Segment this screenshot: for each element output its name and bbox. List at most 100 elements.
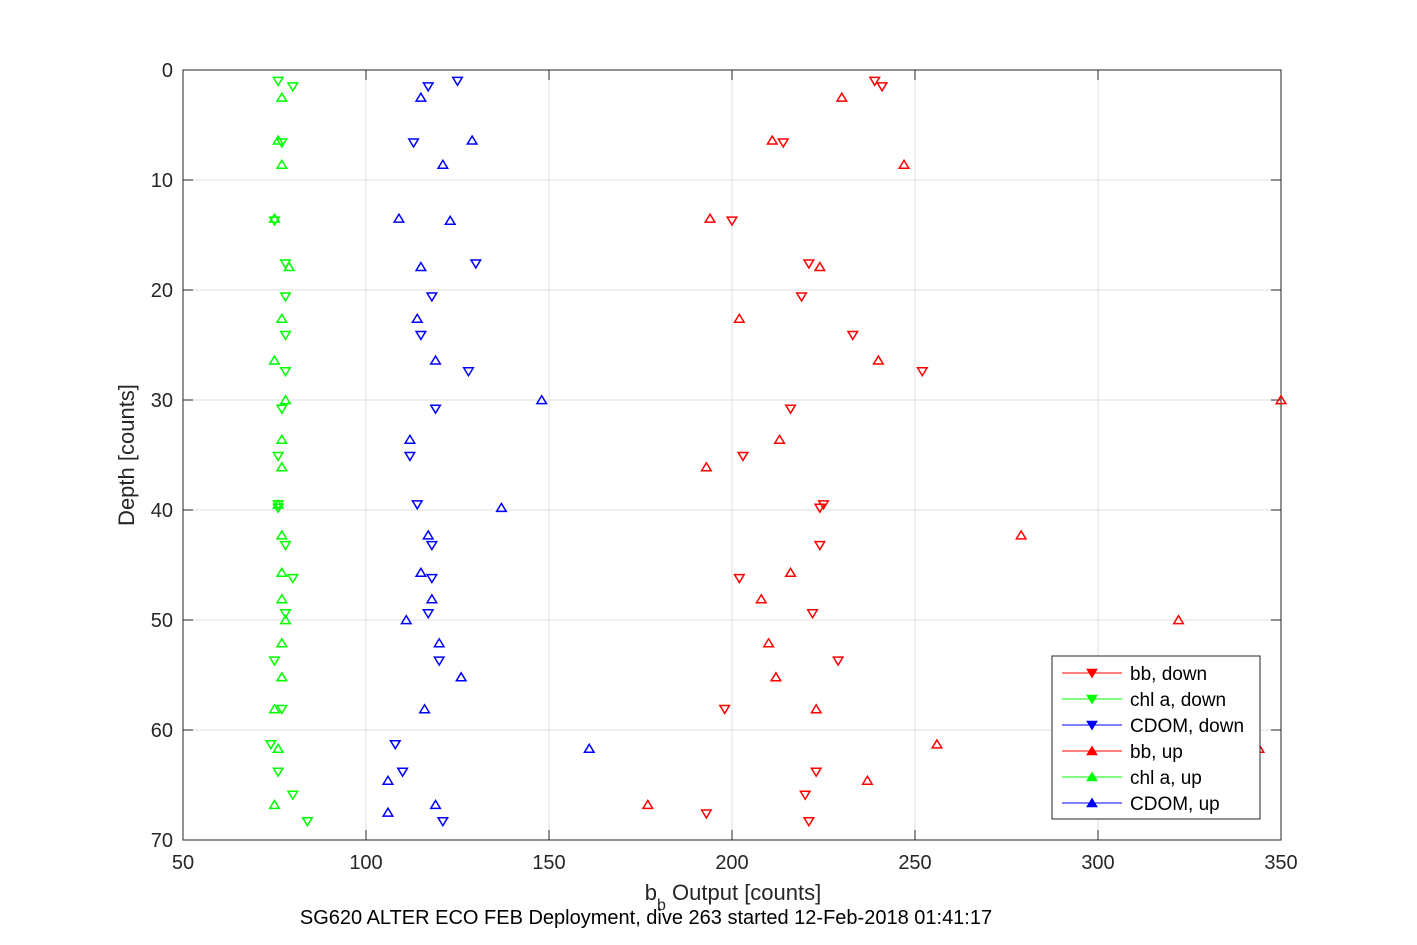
data-point: [279, 540, 292, 551]
data-point: [275, 529, 288, 540]
data-point: [275, 138, 288, 149]
data-point: [703, 212, 717, 223]
data-point: [275, 704, 288, 715]
data-point: [832, 656, 845, 667]
x-tick-label: 250: [898, 852, 931, 874]
data-point: [733, 312, 746, 323]
data-point: [283, 261, 296, 272]
series-1: [264, 76, 314, 828]
data-point: [275, 637, 288, 648]
data-markers: [264, 76, 1288, 828]
data-point: [422, 609, 435, 620]
data-point: [795, 292, 808, 303]
data-point: [846, 330, 859, 341]
x-axis-label: bb Output [counts]: [645, 880, 821, 914]
legend-marker: [1086, 694, 1098, 705]
data-point: [272, 76, 285, 87]
data-point: [272, 742, 285, 754]
plot-frame: [182, 69, 1282, 841]
data-point: [769, 671, 783, 682]
data-point: [436, 816, 449, 828]
data-point: [407, 138, 420, 149]
chart-title: SG620 ALTER ECO FEB Deployment, dive 263…: [300, 907, 992, 929]
data-point: [469, 259, 482, 270]
data-point: [268, 216, 281, 227]
data-point: [381, 774, 395, 785]
data-point: [411, 312, 424, 323]
data-point: [425, 573, 439, 584]
y-axis-label: Depth [counts]: [114, 384, 139, 526]
data-point: [583, 742, 596, 754]
x-tick-label: 150: [532, 852, 565, 874]
data-point: [414, 261, 428, 272]
data-point: [433, 656, 446, 667]
legend-label: CDOM, up: [1130, 794, 1220, 815]
data-point: [916, 367, 929, 378]
data-point: [462, 367, 475, 378]
data-point: [802, 259, 815, 270]
x-tick-label: 200: [715, 852, 748, 874]
data-point: [414, 91, 428, 102]
data-point: [762, 637, 775, 648]
data-point: [425, 540, 439, 551]
data-point: [930, 738, 944, 749]
data-point: [466, 134, 479, 145]
data-point: [264, 739, 277, 751]
data-point: [272, 451, 285, 462]
data-point: [455, 671, 468, 682]
data-point: [286, 82, 299, 93]
data-point: [429, 799, 442, 810]
data-point: [1015, 529, 1028, 540]
data-point: [641, 799, 654, 810]
data-point: [422, 529, 435, 540]
data-point: [268, 656, 281, 667]
data-point: [425, 593, 439, 604]
data-point: [444, 214, 457, 226]
legend-label: CDOM, down: [1130, 716, 1244, 737]
data-point: [422, 82, 435, 93]
y-tick-label: 40: [151, 500, 173, 522]
data-point: [766, 134, 779, 145]
legend-marker: [1086, 720, 1098, 731]
data-point: [272, 498, 285, 509]
data-point: [725, 216, 739, 227]
series-3: [641, 91, 1288, 810]
data-point: [861, 774, 874, 785]
data-point: [872, 354, 885, 365]
data-point: [272, 134, 285, 145]
data-point: [400, 614, 413, 625]
data-point: [802, 816, 815, 828]
data-point: [700, 809, 713, 820]
y-tick-label: 10: [151, 170, 173, 192]
data-point: [425, 292, 439, 303]
data-point: [755, 593, 768, 604]
data-point: [835, 91, 848, 102]
y-tick-label: 60: [151, 720, 173, 742]
legend-marker: [1086, 771, 1098, 782]
series-0: [700, 76, 929, 828]
y-tick-label: 0: [162, 60, 173, 82]
data-point: [381, 806, 395, 817]
series-2: [389, 76, 482, 828]
x-tick-label: 300: [1081, 852, 1114, 874]
data-point: [495, 502, 508, 513]
data-point: [275, 566, 288, 578]
data-point: [810, 767, 823, 778]
data-point: [275, 404, 288, 415]
data-point: [275, 158, 288, 169]
data-point: [736, 451, 750, 462]
data-point: [810, 703, 823, 714]
data-point: [451, 76, 464, 87]
data-point: [275, 433, 288, 444]
data-point: [773, 433, 786, 444]
data-point: [275, 461, 288, 472]
data-point: [268, 354, 281, 365]
data-point: [700, 461, 713, 472]
data-point: [806, 609, 819, 620]
data-point: [429, 404, 442, 415]
data-point: [279, 609, 292, 620]
data-point: [784, 404, 797, 415]
data-point: [868, 76, 881, 87]
series-5: [381, 91, 596, 817]
